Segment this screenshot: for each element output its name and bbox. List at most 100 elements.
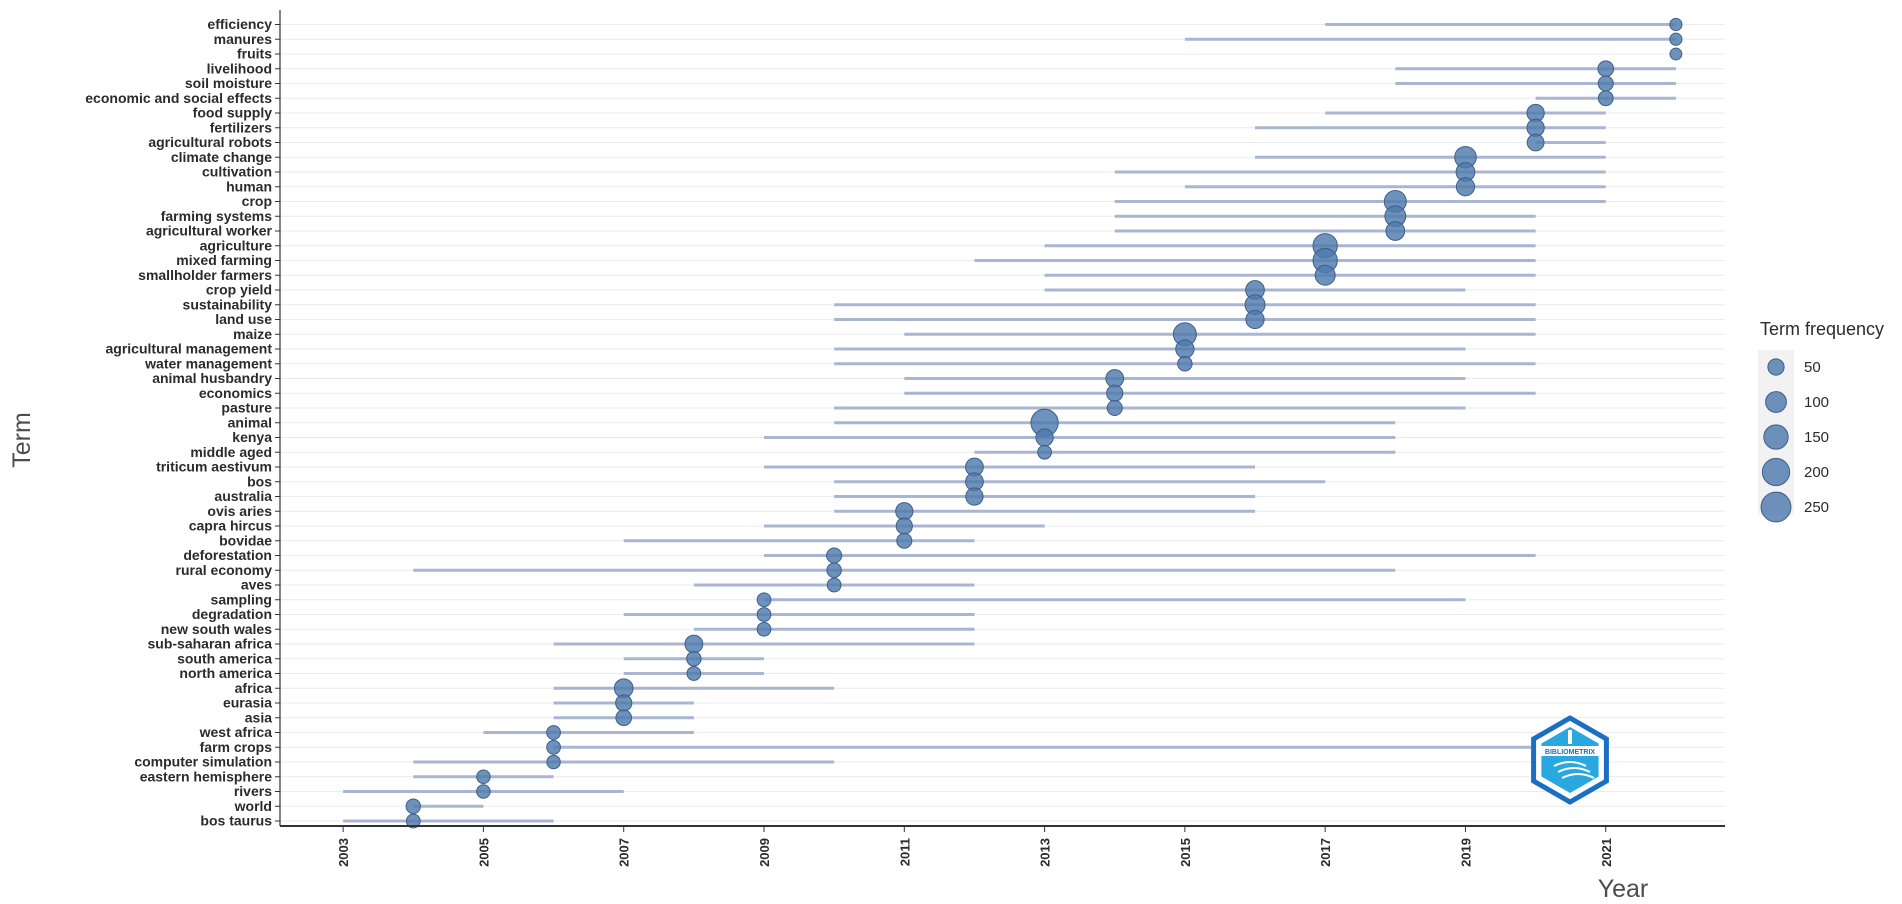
term-point bbox=[1669, 32, 1683, 46]
term-label: economics bbox=[199, 385, 272, 401]
term-point bbox=[756, 592, 772, 608]
term-label: crop yield bbox=[206, 282, 272, 298]
term-label: aves bbox=[241, 577, 272, 593]
term-label: fruits bbox=[237, 46, 272, 62]
term-label: livelihood bbox=[207, 60, 272, 76]
term-point bbox=[1597, 90, 1614, 107]
term-point bbox=[1526, 133, 1545, 152]
term-point bbox=[826, 577, 842, 593]
term-label: water management bbox=[144, 355, 272, 371]
term-point bbox=[1037, 444, 1052, 460]
term-label: rivers bbox=[234, 783, 272, 799]
term-point bbox=[1106, 399, 1123, 417]
term-label: deforestation bbox=[183, 547, 272, 563]
x-tick-label: 2013 bbox=[1038, 838, 1053, 867]
term-point bbox=[476, 784, 491, 799]
term-label: mixed farming bbox=[176, 252, 272, 268]
legend-size-label: 250 bbox=[1804, 499, 1829, 516]
term-point bbox=[476, 769, 491, 784]
term-label: sustainability bbox=[183, 296, 273, 312]
term-point bbox=[686, 666, 702, 681]
term-label: animal husbandry bbox=[152, 370, 272, 386]
term-point bbox=[1597, 60, 1615, 78]
term-label: animal bbox=[228, 414, 272, 430]
term-label: eastern hemisphere bbox=[140, 768, 272, 784]
term-label: new south wales bbox=[161, 621, 272, 637]
term-point bbox=[405, 813, 421, 829]
term-point bbox=[546, 739, 561, 755]
term-point bbox=[895, 502, 914, 521]
term-point bbox=[1455, 177, 1476, 197]
legend-size-label: 100 bbox=[1804, 394, 1829, 411]
term-point bbox=[684, 634, 704, 654]
term-label: human bbox=[226, 178, 272, 194]
term-point bbox=[1669, 17, 1683, 32]
legend-size-label: 50 bbox=[1804, 359, 1821, 376]
term-point bbox=[546, 725, 561, 740]
term-label: degradation bbox=[192, 606, 272, 622]
term-label: asia bbox=[245, 709, 272, 725]
term-label: cultivation bbox=[202, 164, 272, 180]
term-label: sub-saharan africa bbox=[148, 636, 273, 652]
term-point bbox=[615, 694, 633, 712]
term-point bbox=[1177, 356, 1193, 372]
x-tick-label: 2019 bbox=[1458, 838, 1473, 867]
term-label: middle aged bbox=[190, 444, 272, 460]
term-label: bovidae bbox=[219, 532, 272, 548]
term-label: bos taurus bbox=[200, 813, 272, 829]
term-point bbox=[1035, 428, 1054, 447]
term-label: sampling bbox=[211, 591, 272, 607]
logo-wave bbox=[1557, 767, 1591, 773]
term-label: computer simulation bbox=[134, 754, 272, 770]
term-label: maize bbox=[233, 326, 272, 342]
term-label: crop bbox=[242, 193, 272, 209]
x-tick-label: 2007 bbox=[617, 838, 632, 867]
term-point bbox=[965, 487, 984, 506]
term-point bbox=[686, 651, 702, 667]
term-label: capra hircus bbox=[189, 518, 272, 534]
term-label: agricultural robots bbox=[148, 134, 272, 150]
term-label: land use bbox=[215, 311, 272, 327]
term-label: climate change bbox=[171, 149, 272, 165]
term-point bbox=[1106, 384, 1124, 402]
term-point bbox=[1314, 264, 1336, 286]
term-label: efficiency bbox=[207, 16, 272, 32]
legend-size-label: 200 bbox=[1804, 464, 1829, 481]
logo-wave bbox=[1553, 761, 1587, 767]
legend-size-key bbox=[1761, 457, 1791, 487]
legend-size-key bbox=[1760, 491, 1792, 523]
term-label: kenya bbox=[232, 429, 272, 445]
term-label: bos bbox=[247, 473, 272, 489]
legend-size-key bbox=[1767, 358, 1785, 376]
term-point bbox=[405, 798, 421, 814]
x-axis-title: Year bbox=[1598, 875, 1649, 903]
term-label: farm crops bbox=[200, 739, 273, 755]
x-tick-label: 2003 bbox=[336, 838, 351, 867]
term-label: world bbox=[234, 798, 272, 814]
y-axis-title: Term bbox=[8, 412, 36, 468]
term-label: fertilizers bbox=[210, 119, 272, 135]
term-point bbox=[756, 607, 772, 622]
logo-banner bbox=[1540, 746, 1600, 756]
term-label: ovis aries bbox=[207, 503, 272, 519]
bibliometrix-logo-icon: BIBLIOMETRIX bbox=[1531, 715, 1609, 805]
term-label: triticum aestivum bbox=[156, 459, 272, 475]
term-label: soil moisture bbox=[185, 75, 272, 91]
term-point bbox=[895, 517, 913, 535]
x-tick-label: 2005 bbox=[476, 838, 491, 867]
term-point bbox=[756, 621, 772, 637]
legend-size-key bbox=[1763, 424, 1789, 450]
term-label: west africa bbox=[199, 724, 273, 740]
term-label: smallholder farmers bbox=[138, 267, 272, 283]
x-tick-label: 2021 bbox=[1599, 838, 1614, 867]
term-label: north america bbox=[179, 665, 272, 681]
legend-size-label: 150 bbox=[1804, 429, 1829, 446]
logo-hexagon-inner bbox=[1541, 727, 1599, 793]
x-tick-label: 2009 bbox=[757, 838, 772, 867]
x-tick-label: 2015 bbox=[1178, 838, 1193, 867]
term-label: food supply bbox=[193, 105, 273, 121]
term-point bbox=[615, 709, 633, 727]
legend: Term frequency 50 100 150 200 250 bbox=[1758, 319, 1884, 523]
term-label: farming systems bbox=[161, 208, 272, 224]
